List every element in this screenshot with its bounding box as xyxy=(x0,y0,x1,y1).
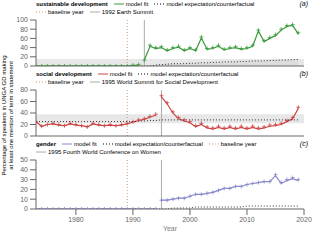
svg-text:20: 20 xyxy=(20,121,28,128)
svg-text:60: 60 xyxy=(20,98,28,105)
html-text:(a): (a) xyxy=(299,0,308,7)
svg-text:1990: 1990 xyxy=(125,216,141,223)
html-text:1992 Earth Summit: 1992 Earth Summit xyxy=(101,9,154,15)
svg-text:20: 20 xyxy=(20,186,28,193)
svg-text:100: 100 xyxy=(16,16,28,23)
svg-text:80: 80 xyxy=(20,86,28,93)
svg-text:40: 40 xyxy=(20,44,28,51)
svg-text:2020: 2020 xyxy=(296,216,304,223)
html-text:1995 World Summit for Social D: 1995 World Summit for Social Development xyxy=(101,79,218,85)
html-text:sustainable development: sustainable development xyxy=(36,1,108,7)
svg-text:2000: 2000 xyxy=(182,216,198,223)
html-text:model expectation/counterfactu: model expectation/counterfactual xyxy=(114,141,203,147)
svg-text:50: 50 xyxy=(20,156,28,163)
svg-text:1980: 1980 xyxy=(68,216,84,223)
html-text:model fit: model fit xyxy=(74,141,97,147)
html-text:(c): (c) xyxy=(299,140,308,147)
html-text:model fit: model fit xyxy=(125,1,149,7)
svg-text:60: 60 xyxy=(20,35,28,42)
html-text:(b): (b) xyxy=(299,70,308,77)
svg-text:0: 0 xyxy=(24,205,28,212)
svg-text:0: 0 xyxy=(24,62,28,69)
svg-text:0: 0 xyxy=(24,132,28,139)
html-text:baseline year: baseline year xyxy=(220,141,257,147)
html-text:baseline year: baseline year xyxy=(48,9,84,15)
svg-text:Percentage of speakers in UNGA: Percentage of speakers in UNGA GD making… xyxy=(8,55,14,175)
html-text:gender: gender xyxy=(36,141,56,147)
svg-text:10: 10 xyxy=(20,196,28,203)
svg-text:30: 30 xyxy=(20,176,28,183)
html-text:model expectation/counterfactu: model expectation/counterfactual xyxy=(150,71,239,77)
html-text:model fit: model fit xyxy=(109,71,133,77)
html-text:social development: social development xyxy=(36,71,92,77)
svg-text:40: 40 xyxy=(20,109,28,116)
svg-text:40: 40 xyxy=(20,166,28,173)
svg-text:2010: 2010 xyxy=(239,216,255,223)
svg-text:80: 80 xyxy=(20,26,28,33)
svg-text:20: 20 xyxy=(20,53,28,60)
html-text:1995 Fourth World Conference o: 1995 Fourth World Conference on Women xyxy=(48,149,161,155)
svg-text:Year: Year xyxy=(163,225,178,231)
html-text:baseline year: baseline year xyxy=(48,79,84,85)
html-text:model expectation/counterfactu: model expectation/counterfactual xyxy=(166,1,255,7)
